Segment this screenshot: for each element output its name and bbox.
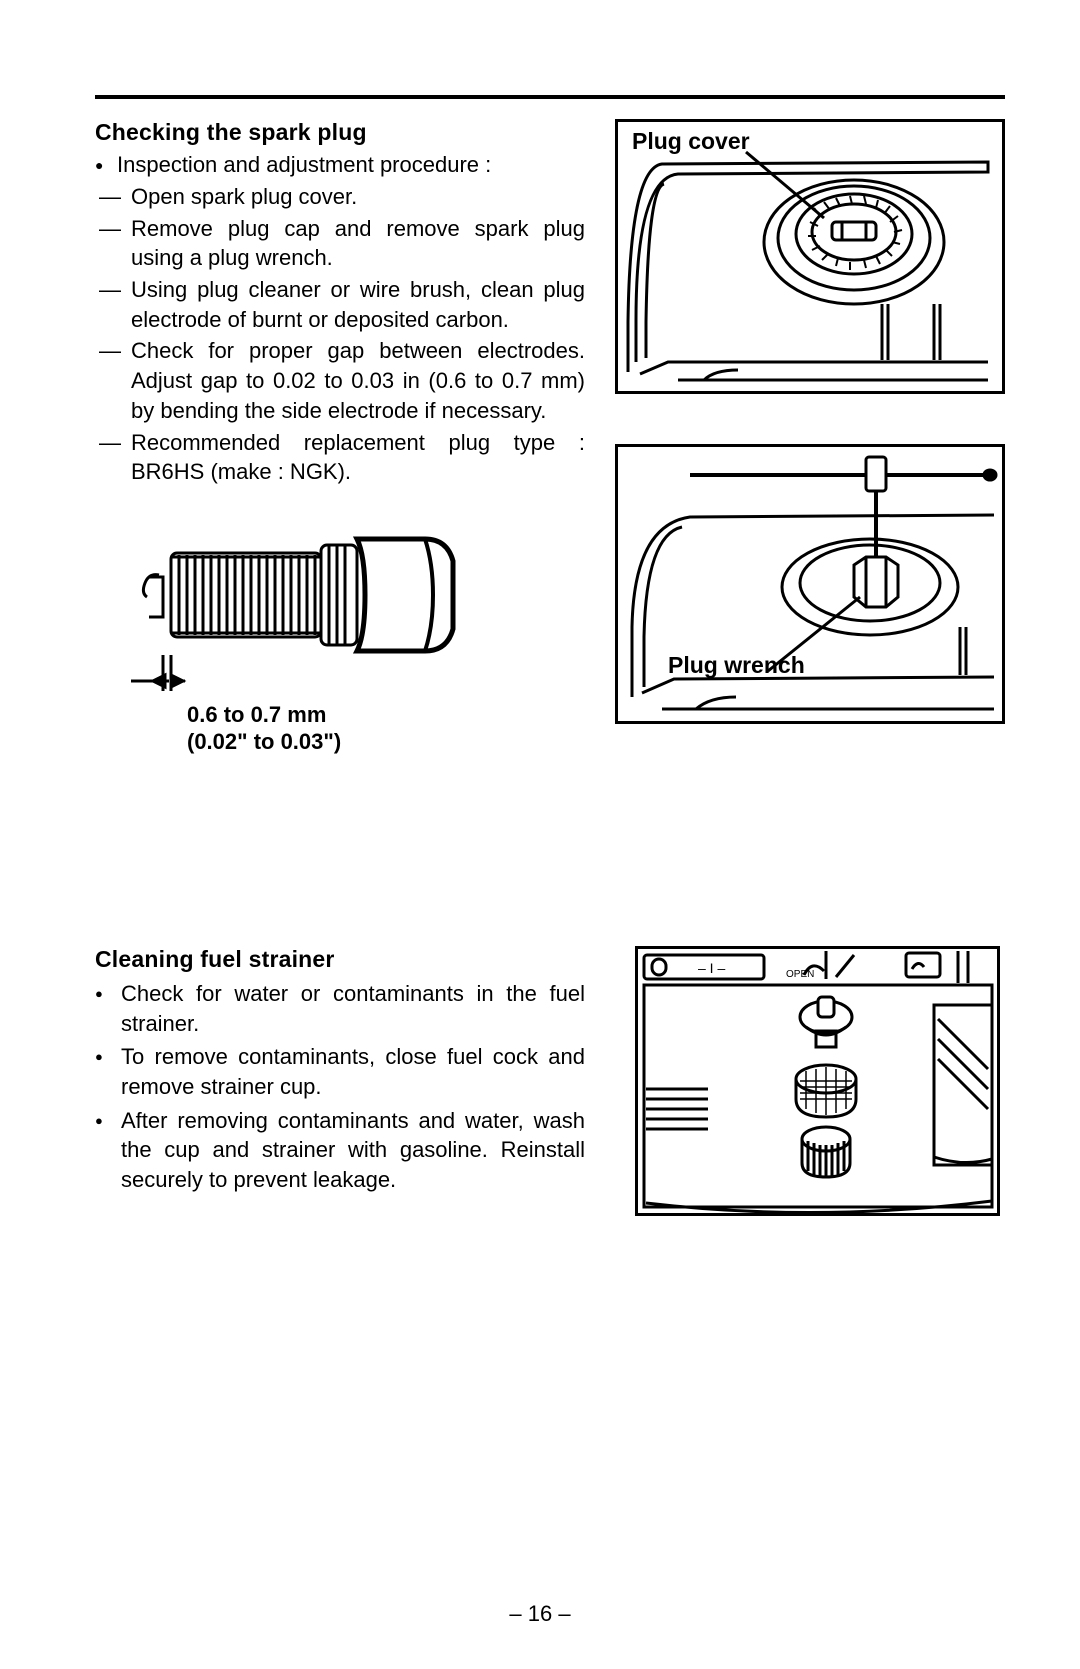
section2-title: Cleaning fuel strainer [95, 946, 585, 973]
section1-title: Checking the spark plug [95, 119, 585, 146]
plug-cover-icon [618, 122, 1002, 391]
section1-lead: Inspection and adjustment procedure : [95, 152, 585, 178]
spark-caption: 0.6 to 0.7 mm (0.02" to 0.03") [125, 701, 465, 756]
fig1-label: Plug cover [632, 128, 750, 155]
figure-plug-cover: Plug cover [615, 119, 1005, 394]
section1-item: Open spark plug cover. [99, 182, 585, 212]
svg-text:OPEN: OPEN [786, 969, 814, 980]
spark-caption-line1: 0.6 to 0.7 mm [187, 702, 326, 727]
section2-text-col: Cleaning fuel strainer Check for water o… [95, 946, 585, 1199]
section1-text-col: Checking the spark plug Inspection and a… [95, 119, 585, 756]
section1-item: Using plug cleaner or wire brush, clean … [99, 275, 585, 334]
section2-item: To remove contaminants, close fuel cock … [95, 1042, 585, 1101]
fuel-strainer-icon: – I – OPEN [638, 949, 997, 1213]
section1-item: Recommended replacement plug type : BR6H… [99, 428, 585, 487]
section-spark-plug: Checking the spark plug Inspection and a… [95, 119, 1005, 756]
section-fuel-strainer: Cleaning fuel strainer Check for water o… [95, 946, 1005, 1216]
page-number: – 16 – [0, 1601, 1080, 1627]
spark-plug-icon [125, 505, 465, 695]
section2-item: After removing contaminants and water, w… [95, 1106, 585, 1195]
section1-figure-col: Plug cover [615, 119, 1005, 724]
spark-plug-figure: 0.6 to 0.7 mm (0.02" to 0.03") [125, 505, 465, 756]
section2-figure-col: – I – OPEN [615, 946, 1005, 1216]
top-rule [95, 95, 1005, 99]
svg-text:– I –: – I – [698, 960, 725, 976]
section1-list: Open spark plug cover. Remove plug cap a… [95, 182, 585, 487]
section1-item: Check for proper gap between electrodes.… [99, 336, 585, 425]
section1-lead-text: Inspection and adjustment procedure : [117, 152, 491, 177]
figure-plug-wrench: Plug wrench [615, 444, 1005, 724]
figure-fuel-strainer: – I – OPEN [635, 946, 1000, 1216]
fig2-label: Plug wrench [668, 652, 805, 679]
page: Checking the spark plug Inspection and a… [0, 0, 1080, 1669]
section1-item: Remove plug cap and remove spark plug us… [99, 214, 585, 273]
section2-list: Check for water or contaminants in the f… [95, 979, 585, 1195]
spark-caption-line2: (0.02" to 0.03") [187, 729, 341, 754]
plug-wrench-icon [618, 447, 1002, 721]
section2-item: Check for water or contaminants in the f… [95, 979, 585, 1038]
